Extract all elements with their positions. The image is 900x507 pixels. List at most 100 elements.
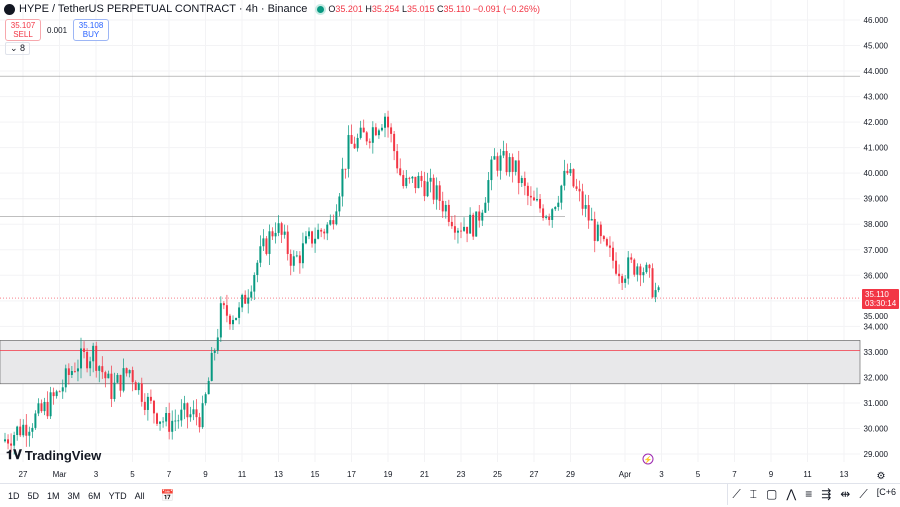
candle xyxy=(426,181,429,197)
candle xyxy=(122,368,125,391)
candle xyxy=(399,168,402,176)
range-5d[interactable]: 5D xyxy=(27,490,40,501)
path-tool-icon[interactable]: ⋀ xyxy=(786,487,797,501)
range-1d[interactable]: 1D xyxy=(8,490,20,501)
candle xyxy=(481,212,484,221)
candle xyxy=(605,239,608,246)
rectangle-tool-icon[interactable]: ▢ xyxy=(766,487,778,501)
candle xyxy=(554,206,557,210)
candle xyxy=(393,133,396,152)
candle xyxy=(13,435,16,446)
candle xyxy=(380,127,383,131)
candle xyxy=(478,211,481,221)
candle xyxy=(4,439,6,442)
candle xyxy=(95,345,98,371)
indicators-toggle[interactable]: ⌄ 8 xyxy=(5,42,31,55)
candle xyxy=(596,224,599,241)
sell-button[interactable]: 35.107 SELL xyxy=(5,19,41,41)
regression-tool-icon[interactable]: ⇶ xyxy=(821,487,832,501)
candle xyxy=(171,420,174,432)
x-tick-label: 7 xyxy=(167,470,172,479)
candle xyxy=(560,185,563,203)
x-tick-label: 7 xyxy=(732,470,737,479)
candle xyxy=(545,216,548,218)
candle xyxy=(64,368,67,388)
candle xyxy=(508,157,511,173)
range-3m[interactable]: 3M xyxy=(67,490,81,501)
candle xyxy=(493,156,496,160)
candle xyxy=(40,403,43,412)
x-tick-label: 27 xyxy=(530,470,539,479)
candle xyxy=(332,220,335,225)
candle xyxy=(587,205,590,221)
y-tick-label: 32.000 xyxy=(864,373,889,382)
candle xyxy=(599,224,602,237)
candle xyxy=(253,275,256,292)
x-tick-label: 11 xyxy=(803,470,812,479)
range-6m[interactable]: 6M xyxy=(88,490,101,501)
candle xyxy=(362,127,365,133)
candle xyxy=(472,214,475,237)
more-tools-icon[interactable]: [C+6 xyxy=(876,487,896,497)
tv-logo-icon: 𝟏𝐕 xyxy=(6,447,22,462)
candle xyxy=(250,291,253,298)
candle xyxy=(456,230,459,233)
candle xyxy=(350,135,353,144)
x-tick-label: 3 xyxy=(94,470,99,479)
candle xyxy=(499,155,502,171)
candle xyxy=(19,426,22,436)
candle xyxy=(624,278,627,283)
candle xyxy=(575,186,578,189)
range-tool-icon[interactable]: ⇹ xyxy=(840,487,851,501)
text-tool-icon[interactable]: ⌶ xyxy=(749,487,757,501)
candle xyxy=(311,231,314,244)
y-tick-label: 38.000 xyxy=(864,220,889,229)
candle xyxy=(444,204,447,212)
brush-tool-icon[interactable]: ⟋ xyxy=(859,487,868,501)
candle xyxy=(435,185,438,200)
x-tick-label: 19 xyxy=(384,470,393,479)
candle xyxy=(374,127,377,136)
candle xyxy=(149,396,152,401)
y-tick-label: 33.000 xyxy=(864,348,889,357)
candle xyxy=(113,382,116,400)
buy-button[interactable]: 35.108 BUY xyxy=(73,19,110,41)
range-ytd[interactable]: YTD xyxy=(108,490,127,501)
spread: 0.001 xyxy=(47,25,68,35)
goto-date-icon[interactable]: 📅 xyxy=(160,490,175,502)
candle xyxy=(274,232,277,237)
candle xyxy=(496,156,499,171)
candle xyxy=(621,276,624,283)
candle xyxy=(505,151,508,173)
candle xyxy=(335,211,338,225)
candle xyxy=(70,371,73,375)
candle xyxy=(548,216,551,220)
candle xyxy=(107,373,110,379)
candle xyxy=(466,226,469,234)
candle xyxy=(566,170,569,174)
candle xyxy=(420,175,423,181)
candle xyxy=(557,202,560,207)
candle xyxy=(460,230,462,232)
current-price-label: 35.110 03:30:14 xyxy=(862,289,900,309)
range-1m[interactable]: 1M xyxy=(47,490,60,501)
candle xyxy=(216,337,219,351)
symbol-title[interactable]: HYPE / TetherUS PERPETUAL CONTRACT · 4h … xyxy=(19,3,308,15)
candle xyxy=(529,195,532,198)
range-all[interactable]: All xyxy=(134,490,145,501)
candle xyxy=(228,315,231,325)
y-tick-label: 41.000 xyxy=(864,144,889,153)
candle xyxy=(31,427,34,432)
candle xyxy=(630,257,633,260)
candle xyxy=(140,383,143,402)
candle xyxy=(152,400,155,414)
candle xyxy=(542,208,545,218)
candle xyxy=(618,273,621,277)
trend-line-tool-icon[interactable]: ⟋ xyxy=(732,487,741,501)
x-tick-label: Mar xyxy=(53,470,67,479)
candle xyxy=(134,382,137,391)
candle xyxy=(89,361,92,369)
parallel-channel-icon[interactable]: ≡ xyxy=(805,487,813,501)
y-tick-label: 29.000 xyxy=(864,450,889,459)
